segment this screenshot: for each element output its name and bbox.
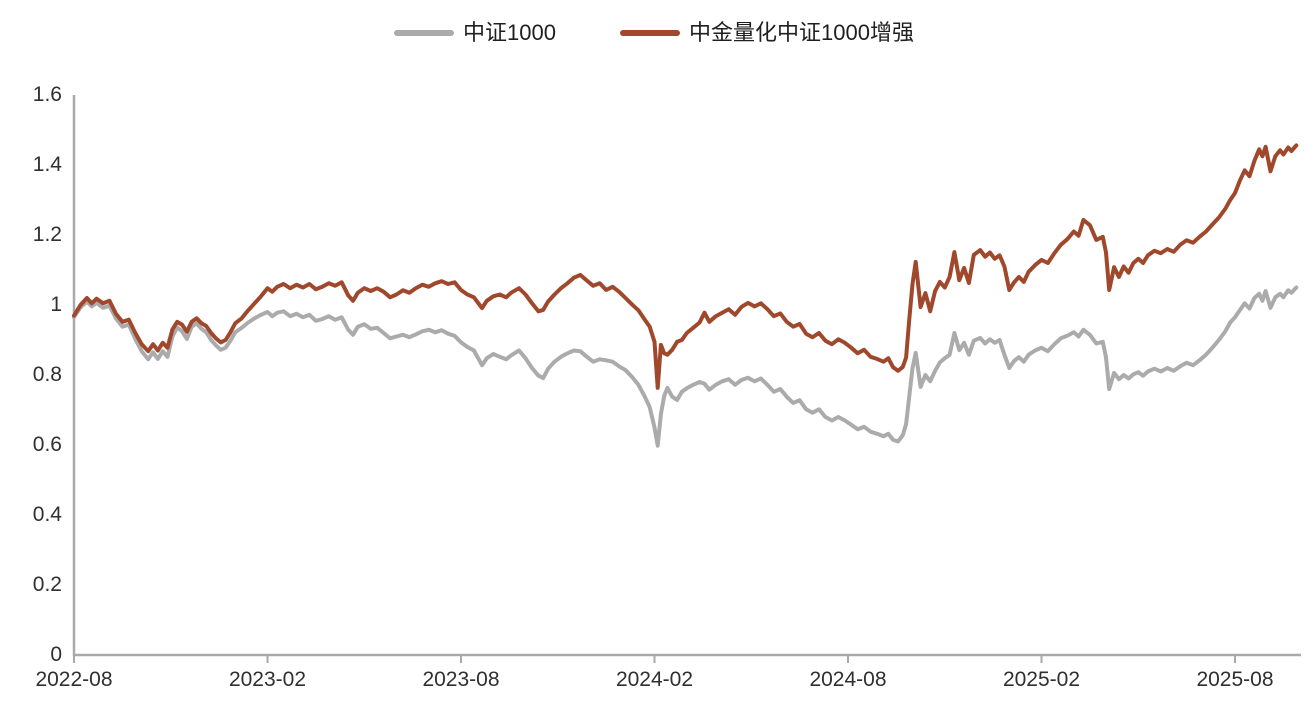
y-tick-label: 0.6 [32, 433, 62, 456]
enhanced-fund-line [72, 143, 1299, 390]
csi1000-legend-label: 中证1000 [463, 20, 556, 45]
chart-legend: 中证1000 中金量化中证1000增强 [0, 18, 1308, 48]
x-tick-label: 2023-08 [422, 668, 500, 691]
enhanced-legend-label: 中金量化中证1000增强 [689, 20, 914, 45]
enhanced-line-swatch [620, 30, 680, 36]
legend-item-csi1000: 中证1000 [394, 20, 556, 46]
y-tick-label: 1 [50, 293, 62, 316]
x-tick-label: 2024-02 [615, 668, 694, 691]
legend-item-enhanced: 中金量化中证1000增强 [620, 20, 914, 46]
y-tick-label: 0.2 [32, 573, 62, 596]
x-tick-label: 2023-02 [228, 668, 307, 691]
csi1000-line-swatch [394, 30, 455, 36]
x-tick-label: 2022-08 [35, 668, 113, 691]
x-tick-label: 2025-08 [1196, 668, 1274, 691]
x-tick-label: 2025-02 [1002, 668, 1081, 691]
y-tick-label: 1.2 [32, 223, 62, 246]
y-tick-label: 0.8 [32, 363, 62, 386]
y-tick-label: 0.4 [32, 503, 62, 526]
y-tick-label: 0 [50, 643, 62, 666]
y-tick-label: 1.6 [32, 83, 62, 106]
csi1000-index-line [72, 285, 1299, 448]
y-tick-label: 1.4 [32, 153, 62, 176]
x-tick-label: 2024-08 [809, 668, 887, 691]
